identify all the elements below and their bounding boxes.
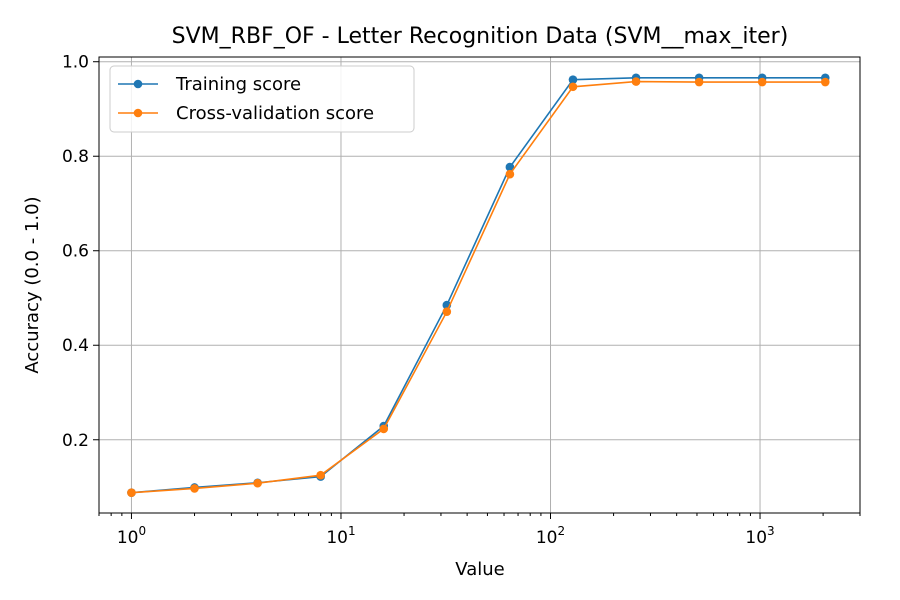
series-layer: [127, 73, 830, 497]
series-line-1: [131, 80, 826, 494]
y-tick-label-2: 0.6: [62, 242, 89, 262]
series-1-point-6: [505, 169, 515, 179]
series-0-point-6: [505, 162, 515, 172]
legend-label-1: Cross-validation score: [176, 103, 374, 124]
legend-label-0: Training score: [175, 74, 301, 95]
series-0-point-7: [568, 75, 578, 84]
x-tick-label-3: 103: [745, 524, 774, 548]
y-tick-label-4: 1.0: [62, 53, 89, 73]
series-1-point-8: [631, 77, 641, 86]
series-1-point-2: [253, 478, 262, 488]
series-1-point-0: [127, 488, 136, 497]
legend-marker-1: [133, 108, 143, 118]
series-1: [127, 77, 830, 497]
legend: Training score Cross-validation score: [109, 65, 415, 133]
series-1-point-4: [379, 424, 389, 434]
x-tick-label-2: 102: [536, 524, 565, 548]
series-1-point-3: [316, 470, 325, 480]
y-tick-label-3: 0.8: [62, 147, 89, 167]
x-axis-label: Value: [455, 559, 504, 580]
y-tick-label-0: 0.2: [62, 431, 89, 451]
x-tick-label-1: 101: [326, 524, 355, 548]
series-1-point-7: [568, 82, 578, 92]
series-1-point-9: [694, 77, 704, 87]
chart-title: SVM_RBF_OF - Letter Recognition Data (SV…: [172, 24, 789, 49]
legend-marker-0: [133, 79, 143, 89]
x-axis: 100 101 102 103: [98, 513, 861, 548]
series-1-point-1: [190, 484, 199, 493]
y-axis-label: Accuracy (0.0 - 1.0): [22, 196, 43, 373]
series-1-point-10: [757, 77, 767, 87]
series-0: [127, 73, 830, 497]
plot-frame: [98, 56, 861, 514]
grid: [99, 57, 860, 513]
series-1-point-11: [820, 77, 830, 87]
series-line-0: [131, 76, 826, 494]
y-axis: 0.2 0.4 0.6 0.8 1.0: [62, 53, 99, 451]
x-tick-label-0: 100: [117, 524, 146, 548]
y-tick-label-1: 0.4: [62, 336, 89, 356]
legend-box: [109, 65, 415, 133]
series-1-point-5: [442, 307, 452, 316]
